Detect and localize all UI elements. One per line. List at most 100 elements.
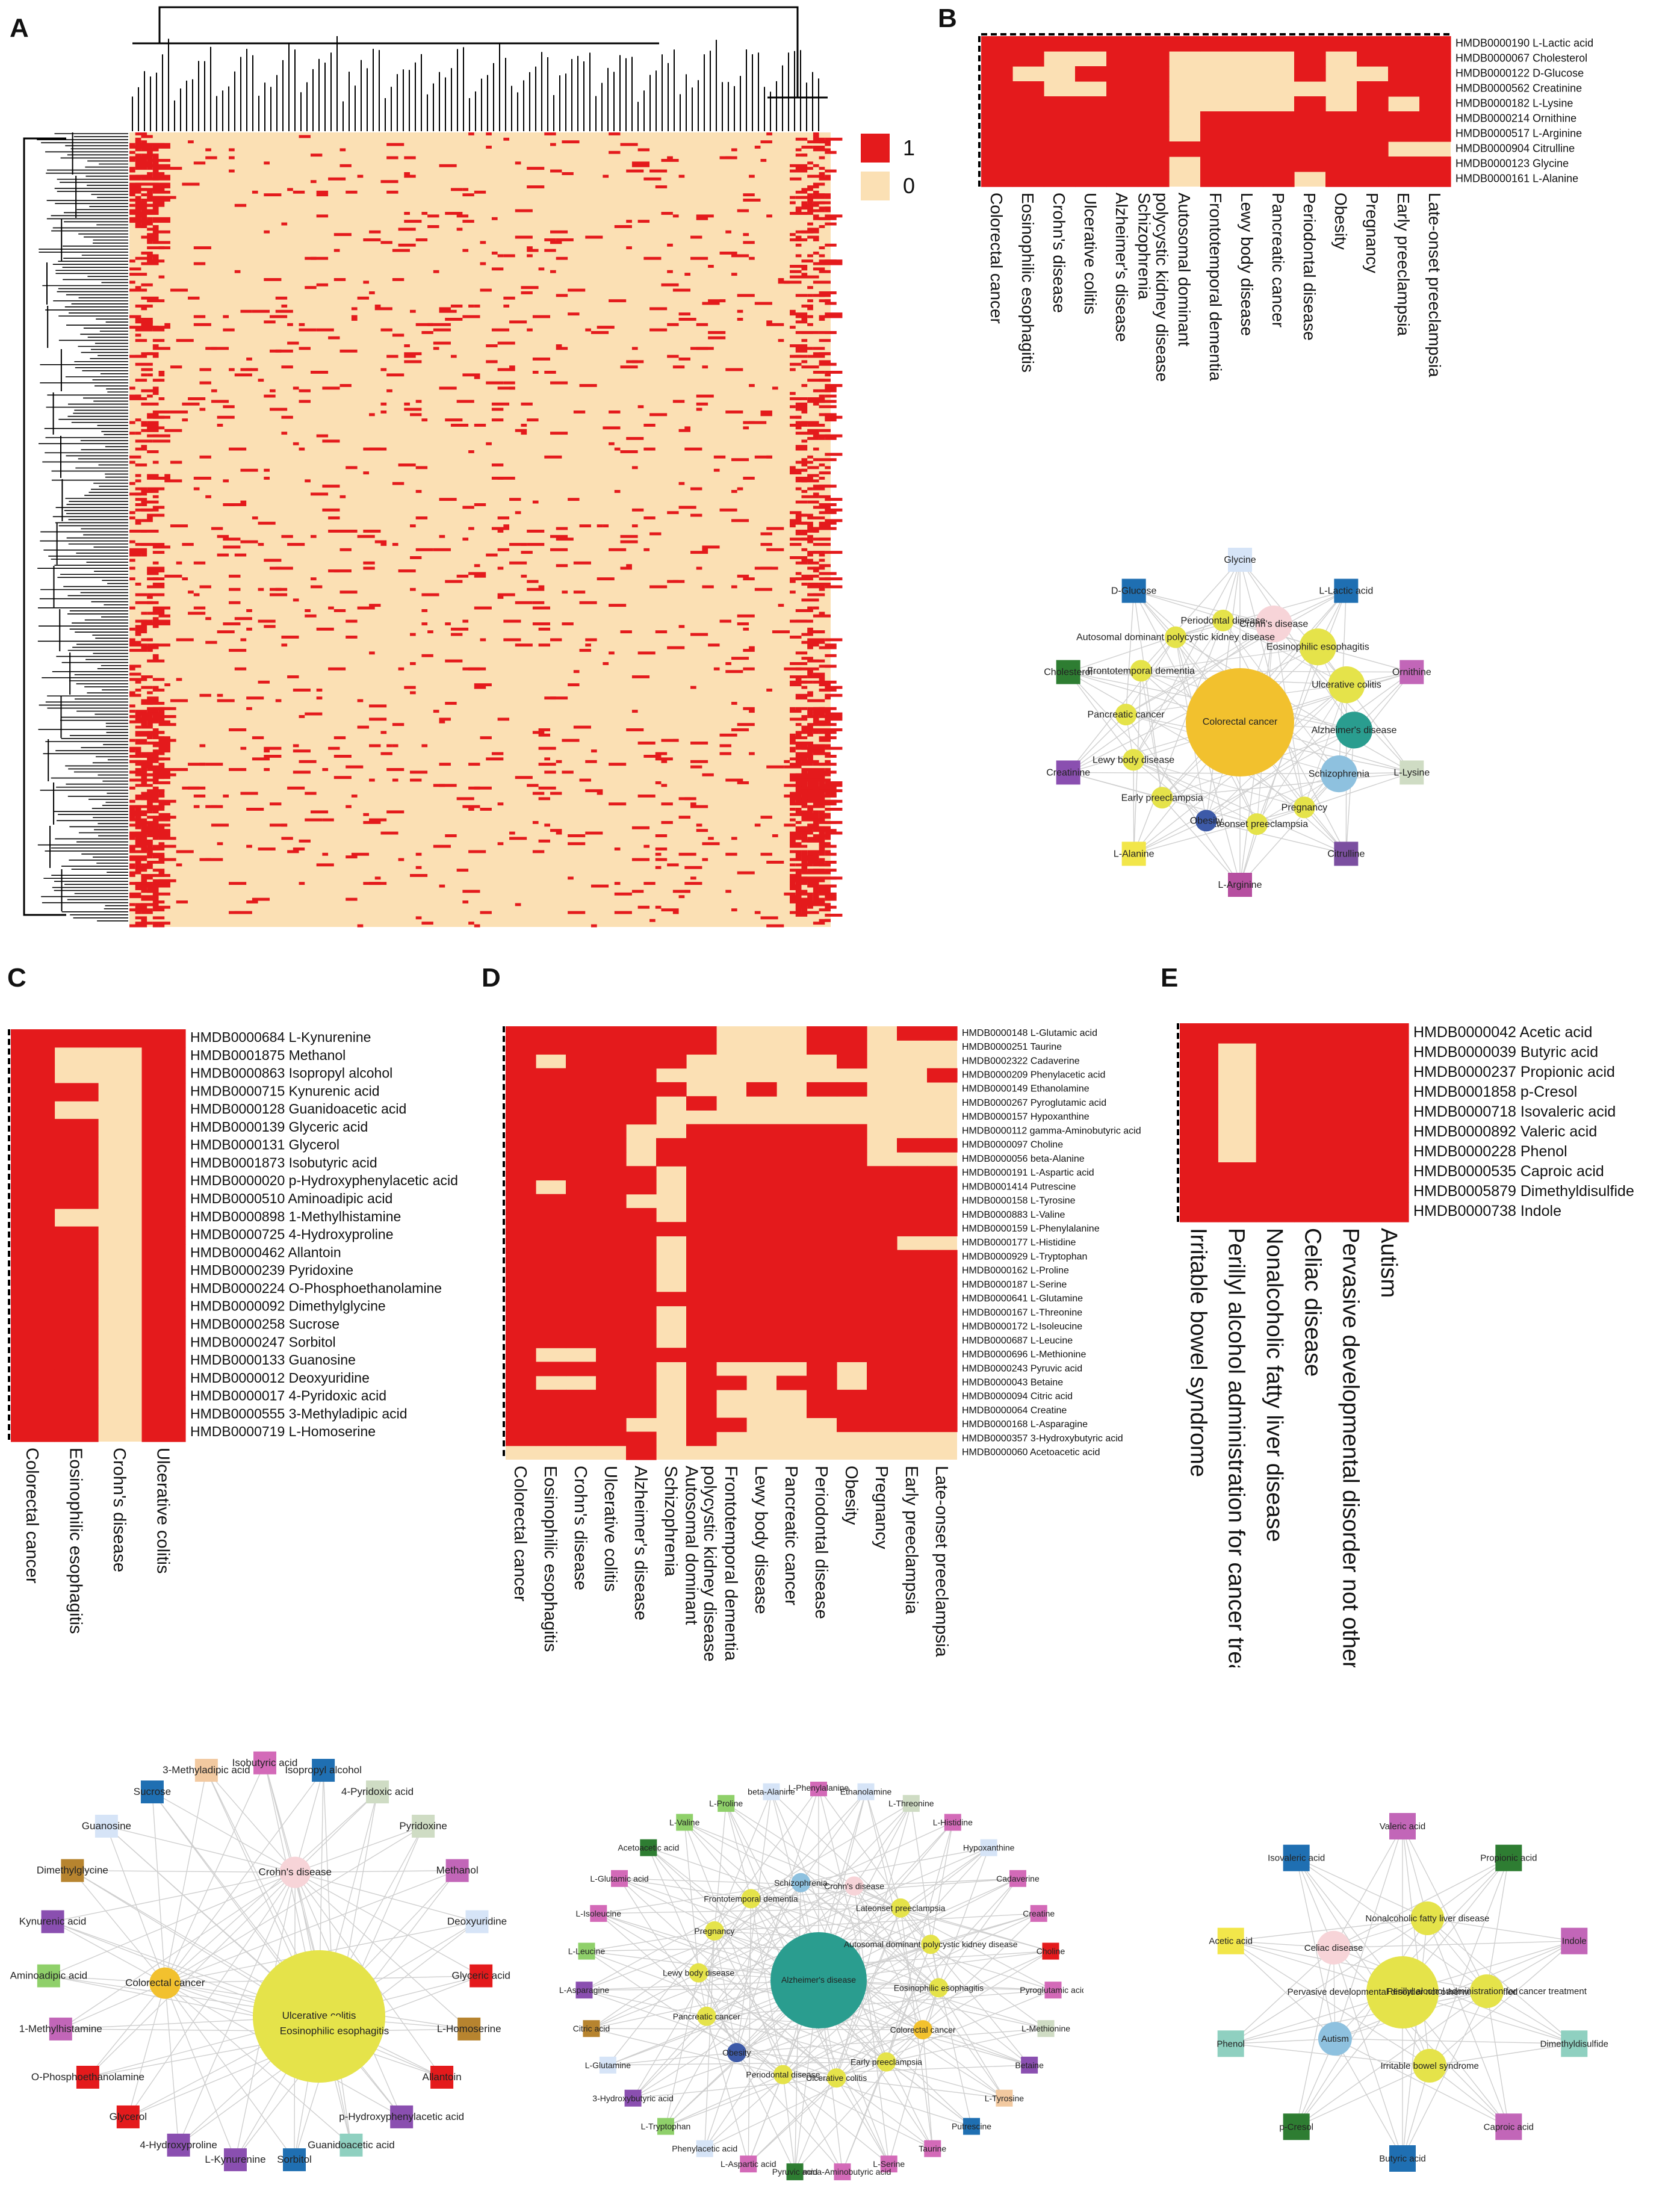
network-edge [1427,1918,1575,1942]
heatmap-cell [1357,36,1389,52]
heatmap-cell [626,1236,657,1251]
heatmap-cell [135,733,153,737]
heatmap-cell [141,1047,186,1066]
heatmap-cell [11,1191,55,1209]
network-edge [938,1878,1018,1988]
heatmap-cell [141,445,147,448]
heatmap-cell [1075,172,1107,187]
heatmap-cell [550,241,562,244]
heatmap-cell [631,466,638,469]
network-edge [72,1870,296,1873]
heatmap-cell [819,816,831,819]
row-label: HMDB0000042 Acetic acid [1413,1024,1592,1041]
heatmap-cell [819,630,825,634]
heatmap-cell [398,667,405,671]
heatmap-cell [686,1431,717,1446]
heatmap-cell [819,167,825,170]
column-label: Schizophrenia [661,1466,680,1577]
metabolite-node-label: 3-Methyladipic acid [163,1764,250,1776]
heatmap-cell [790,392,796,395]
heatmap-cell [819,572,837,575]
row-label: HMDB0000715 Kynurenic acid [190,1083,380,1099]
heatmap-cell [746,1222,777,1236]
heatmap-cell [135,773,147,776]
heatmap-cell [801,339,808,342]
heatmap-cell [158,781,170,784]
heatmap-cell [790,710,802,713]
heatmap-cell [223,545,241,549]
heatmap-cell [152,477,170,480]
metabolite-node [445,1859,469,1882]
heatmap-cell [716,1292,747,1307]
heatmap-cell [135,625,147,628]
heatmap-cell [147,890,153,893]
heatmap-cell [1388,36,1420,52]
heatmap-cell [596,1166,627,1181]
heatmap-cell [596,1222,627,1236]
heatmap-cell [11,1352,55,1371]
network-edge [633,2077,837,2099]
heatmap-cell [129,710,135,713]
heatmap-cell [240,638,247,642]
heatmap-cell [819,903,831,906]
heatmap-cell [790,556,808,559]
column-label: Obesity [842,1466,861,1525]
heatmap-cell [661,908,679,912]
heatmap-cell [813,749,825,753]
heatmap-cell [538,643,550,647]
column-label: Alzheimer's disease [1112,193,1131,342]
heatmap-cell [229,156,235,160]
heatmap-cell [686,1418,717,1433]
heatmap-cell [649,413,668,417]
heatmap-cell [427,214,439,218]
heatmap-cell [790,813,808,816]
heatmap-cell [135,156,153,160]
heatmap-cell [439,763,451,766]
network-edge [911,1803,940,1988]
heatmap-cell [135,132,147,135]
heatmap-cell [790,874,802,877]
metabolite-node [657,2118,674,2135]
heatmap-cell [503,381,515,385]
heatmap-cell [819,521,837,525]
heatmap-cell [135,474,141,477]
heatmap-cell [1294,141,1326,157]
heatmap-cell [1180,1083,1218,1103]
heatmap-cell [801,574,819,578]
metabolite-node-label: Putrescine [952,2122,991,2131]
heatmap-cell [813,829,825,832]
heatmap-cell [129,209,141,212]
metabolite-node-label: Taurine [919,2144,946,2154]
heatmap-cell [801,559,813,562]
metabolite-node-label: Isobutyric acid [232,1757,298,1768]
heatmap-cell [246,609,252,612]
heatmap-cell [1388,172,1420,187]
heatmap-cell [229,649,247,652]
heatmap-cell [141,760,159,763]
heatmap-cell [398,858,405,861]
heatmap-cell [486,132,492,135]
heatmap-cell [620,535,638,538]
heatmap-cell [837,1207,867,1223]
legend-label-present: 1 [903,135,915,160]
row-label: HMDB0000224 O-Phosphoethanolamine [190,1280,442,1296]
network-edge [1239,559,1355,731]
network-edge [836,1989,1053,2078]
heatmap-cell [813,487,825,491]
heatmap-cell [807,1250,837,1265]
heatmap-cell [299,389,311,392]
network-edge [725,1803,855,1886]
heatmap-cell [433,328,451,332]
heatmap-cell [11,1118,55,1138]
heatmap-cell [626,1333,657,1348]
heatmap-cell [614,911,632,914]
heatmap-cell [927,1207,958,1223]
disease-node-label: Celiac disease [1304,1943,1363,1953]
heatmap-cell [1388,156,1420,172]
heatmap-cell [129,193,135,197]
heatmap-cell [696,823,702,827]
heatmap-cell [596,1418,627,1433]
heatmap-cell [684,797,690,801]
metabolite-node [253,1751,276,1774]
heatmap-cell [363,561,375,565]
